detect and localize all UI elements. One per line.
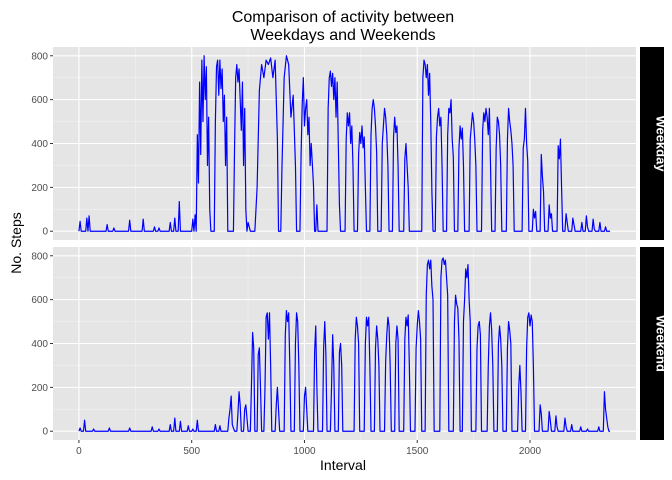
y-tick-label: 0 — [42, 427, 48, 438]
y-tick-label: 400 — [31, 339, 48, 350]
facet-strip-label: Weekend — [654, 315, 669, 372]
series-line-weekend — [78, 257, 611, 432]
facet-strip-label: Weekday — [654, 115, 669, 172]
y-tick-label: 200 — [31, 383, 48, 394]
y-tick-label: 800 — [31, 51, 48, 62]
x-axis-label: Interval — [320, 457, 366, 473]
x-tick-label: 0 — [76, 446, 82, 457]
panel-weekend: 0 200 400 600 800 Weekend — [31, 247, 669, 440]
facet-strip — [640, 247, 664, 440]
facet-strip — [640, 47, 664, 240]
x-tick-label: 1500 — [406, 446, 429, 457]
y-tick-label: 800 — [31, 251, 48, 262]
panel-weekday: 0 200 400 600 800 Weekday — [31, 47, 669, 240]
chart-title-line2: Weekdays and Weekends — [250, 27, 435, 44]
x-tick-label: 2000 — [519, 446, 542, 457]
y-tick-label: 0 — [42, 227, 48, 238]
chart-title-line1: Comparison of activity between — [232, 9, 454, 26]
chart-panels: 0 200 400 600 800 Weekday 0 200 400 600 800 Weekend — [31, 47, 669, 440]
x-axis: 0 500 1000 1500 2000 — [76, 440, 542, 457]
y-tick-label: 600 — [31, 95, 48, 106]
y-tick-label: 600 — [31, 295, 48, 306]
x-tick-label: 1000 — [293, 446, 316, 457]
series-line-weekday — [78, 55, 611, 232]
y-tick-label: 400 — [31, 139, 48, 150]
y-axis-label: No. Steps — [8, 212, 24, 273]
x-tick-label: 500 — [183, 446, 200, 457]
y-tick-label: 200 — [31, 183, 48, 194]
